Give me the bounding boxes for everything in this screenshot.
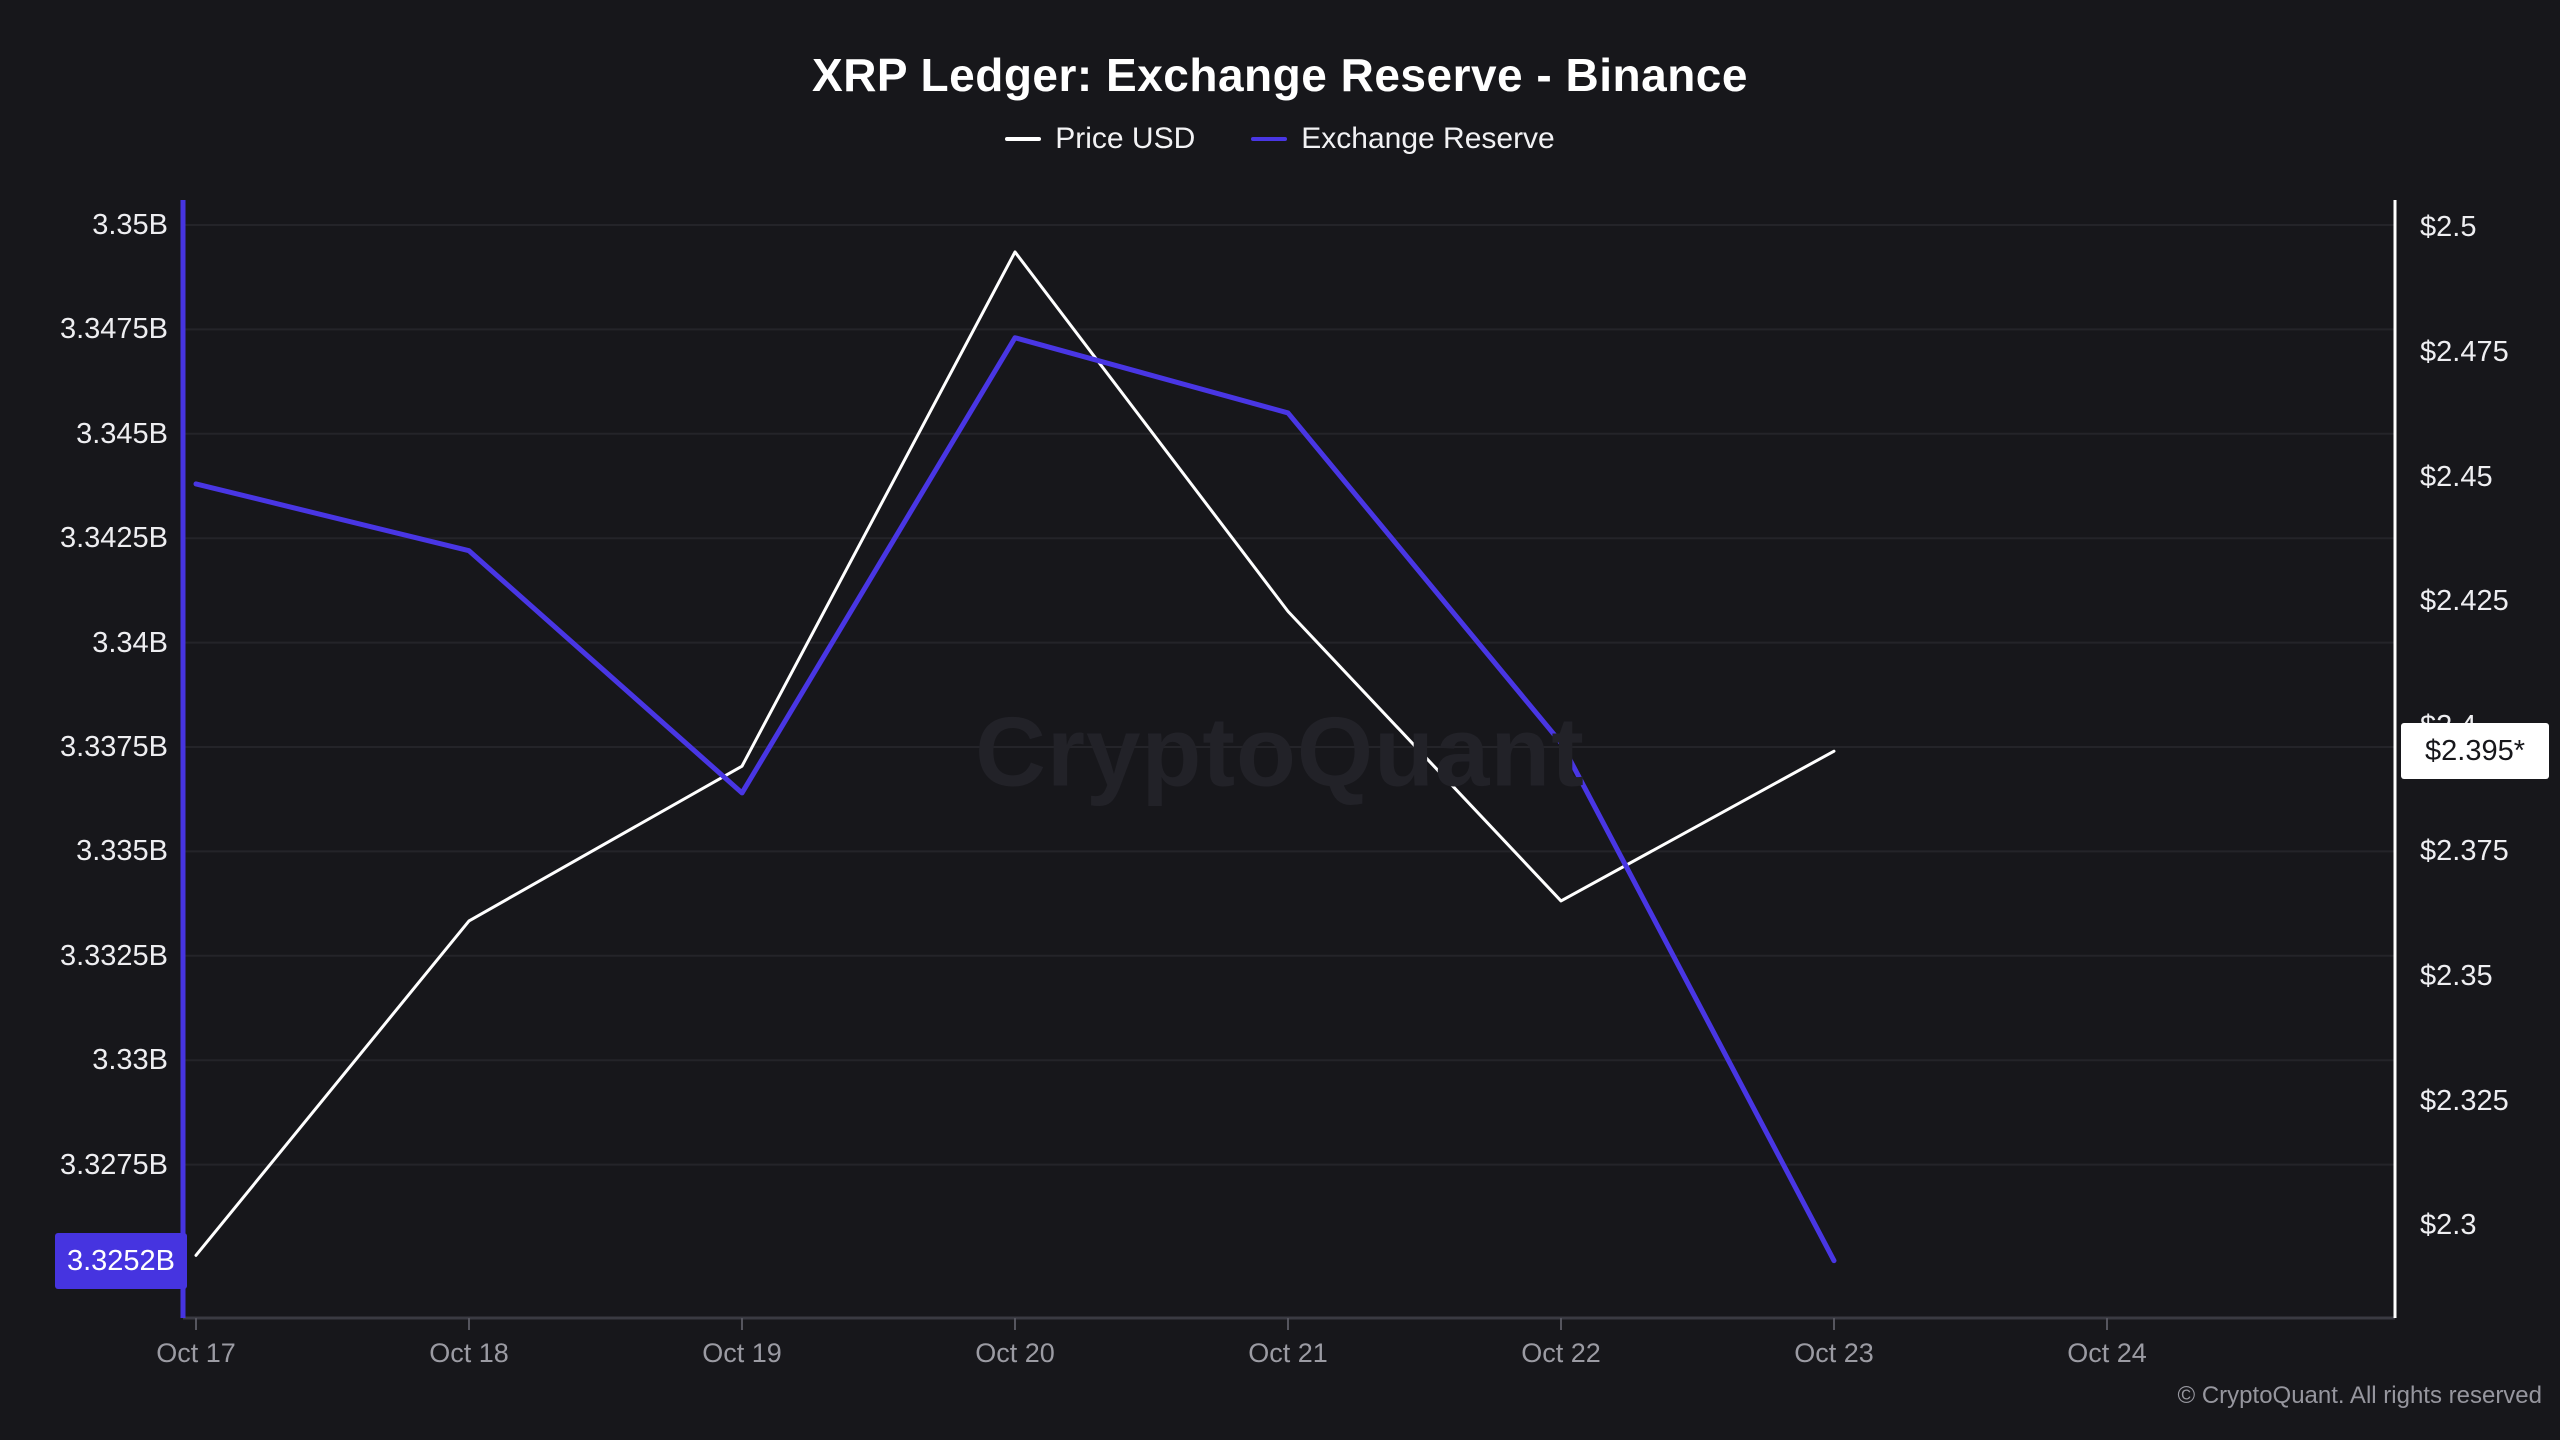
- right-axis-tick: $2.475: [2420, 335, 2509, 368]
- x-axis-tick: Oct 17: [156, 1338, 236, 1368]
- right-axis-tick: $2.325: [2420, 1084, 2509, 1117]
- legend-label-exchange-reserve: Exchange Reserve: [1301, 122, 1555, 155]
- left-axis-tick: 3.34B: [92, 626, 168, 659]
- legend: Price USD Exchange Reserve: [0, 122, 2560, 156]
- exchange-reserve-last-value-badge: 3.3252B: [55, 1232, 187, 1289]
- legend-item-price-usd[interactable]: Price USD: [1005, 122, 1195, 156]
- exchange-reserve-line: [193, 335, 1837, 1264]
- price-usd-last-value-badge: $2.395*: [2401, 723, 2549, 780]
- x-axis-tick: Oct 18: [429, 1338, 509, 1368]
- left-axis-tick: 3.35B: [92, 209, 168, 241]
- left-axis-tick: 3.3425B: [59, 522, 168, 555]
- left-axis-tick: 3.3325B: [59, 939, 168, 972]
- left-axis-tick: 3.3375B: [59, 731, 168, 763]
- chart-title: XRP Ledger: Exchange Reserve - Binance: [812, 49, 1748, 101]
- x-axis-tick: Oct 22: [1521, 1338, 1601, 1368]
- left-axis-tick: 3.3275B: [59, 1148, 168, 1181]
- x-axis-tick: Oct 24: [2067, 1338, 2147, 1368]
- exchange-reserve-legend-dash-icon: [1251, 137, 1288, 141]
- x-axis-tick: Oct 21: [1248, 1338, 1328, 1368]
- copyright-notice: © CryptoQuant. All rights reserved: [2177, 1382, 2543, 1409]
- legend-label-price-usd: Price USD: [1055, 122, 1196, 155]
- right-axis-tick: $2.425: [2420, 585, 2509, 618]
- left-axis-tick: 3.3475B: [59, 313, 168, 346]
- left-axis-tick: 3.33B: [92, 1044, 168, 1077]
- left-axis-tick: 3.345B: [76, 417, 168, 450]
- x-axis-tick: Oct 20: [975, 1338, 1055, 1368]
- price-usd-legend-dash-icon: [1005, 137, 1042, 141]
- right-axis-tick: $2.5: [2420, 211, 2477, 243]
- left-axis-tick: 3.335B: [76, 835, 168, 868]
- right-axis-tick: $2.3: [2420, 1209, 2477, 1242]
- x-axis-tick: Oct 19: [702, 1338, 782, 1368]
- legend-item-exchange-reserve[interactable]: Exchange Reserve: [1251, 122, 1555, 156]
- x-axis-tick: Oct 23: [1794, 1338, 1874, 1368]
- right-axis-tick: $2.45: [2420, 460, 2493, 493]
- right-axis-tick: $2.375: [2420, 835, 2509, 867]
- right-axis-tick: $2.35: [2420, 959, 2493, 992]
- cryptoquant-watermark: CryptoQuant: [975, 696, 1585, 807]
- price-usd-line: [194, 250, 1836, 1257]
